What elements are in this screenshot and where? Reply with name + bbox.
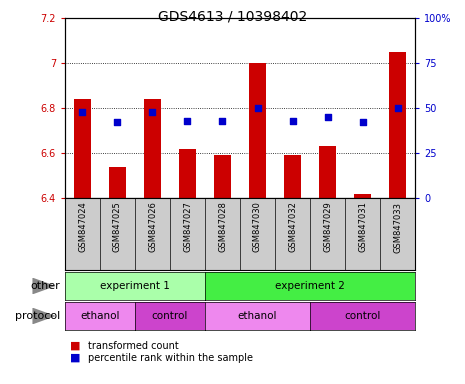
Bar [109,167,126,198]
Text: GSM847029: GSM847029 [323,202,332,252]
Point [219,118,226,124]
Point [184,118,191,124]
Text: transformed count: transformed count [88,341,179,351]
Bar [249,63,266,198]
Text: GSM847025: GSM847025 [113,202,122,252]
Text: experiment 1: experiment 1 [100,281,170,291]
Bar [214,155,231,198]
Text: ethanol: ethanol [80,311,120,321]
Text: protocol: protocol [15,311,60,321]
Point [114,119,121,126]
Point [254,105,261,111]
Bar [284,155,301,198]
Bar [389,52,406,198]
Bar [354,194,371,198]
Text: GSM847024: GSM847024 [78,202,87,252]
Text: GSM847028: GSM847028 [218,202,227,252]
Point [324,114,331,120]
Polygon shape [33,278,56,295]
Text: GSM847030: GSM847030 [253,202,262,252]
Bar [74,99,91,198]
Text: GSM847032: GSM847032 [288,202,297,252]
Bar [179,149,196,198]
Point [149,109,156,115]
Text: GSM847027: GSM847027 [183,202,192,252]
Text: other: other [31,281,60,291]
Text: GSM847033: GSM847033 [393,202,402,253]
Point [394,105,401,111]
Polygon shape [33,308,56,324]
Point [359,119,366,126]
Point [289,118,296,124]
Text: control: control [344,311,381,321]
Text: ■: ■ [70,341,80,351]
Text: experiment 2: experiment 2 [275,281,345,291]
Bar [144,99,161,198]
Text: percentile rank within the sample: percentile rank within the sample [88,353,253,363]
Point [79,109,86,115]
Text: GSM847031: GSM847031 [358,202,367,252]
Text: control: control [152,311,188,321]
Text: ethanol: ethanol [238,311,277,321]
Bar [319,146,336,198]
Text: ■: ■ [70,353,80,363]
Text: GDS4613 / 10398402: GDS4613 / 10398402 [158,10,307,23]
Text: GSM847026: GSM847026 [148,202,157,252]
